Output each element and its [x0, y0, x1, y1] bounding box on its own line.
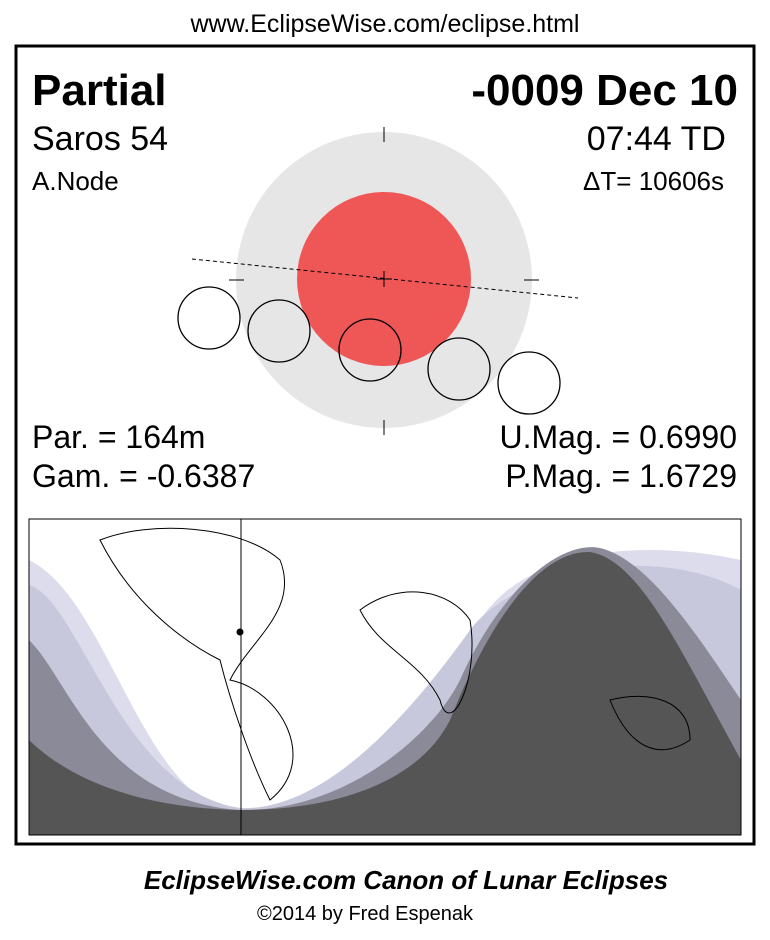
- copyright: ©2014 by Fred Espenak: [257, 903, 474, 925]
- p-mag: P.Mag. = 1.6729: [505, 458, 737, 494]
- delta-t: ΔT= 10606s: [583, 166, 724, 196]
- date: -0009 Dec 10: [471, 66, 738, 115]
- eclipse-type: Partial: [32, 66, 167, 115]
- saros: Saros 54: [32, 120, 168, 158]
- shadow-diagram: [177, 127, 579, 435]
- gamma: Gam. = -0.6387: [32, 458, 255, 494]
- duration: Par. = 164m: [32, 419, 205, 455]
- time: 07:44 TD: [587, 120, 726, 158]
- footer-title: EclipseWise.com Canon of Lunar Eclipses: [144, 865, 668, 895]
- u-mag: U.Mag. = 0.6990: [500, 419, 737, 455]
- world-map: [28, 518, 742, 836]
- node: A.Node: [32, 166, 119, 196]
- url: www.EclipseWise.com/eclipse.html: [190, 10, 580, 38]
- frame: [14, 44, 756, 846]
